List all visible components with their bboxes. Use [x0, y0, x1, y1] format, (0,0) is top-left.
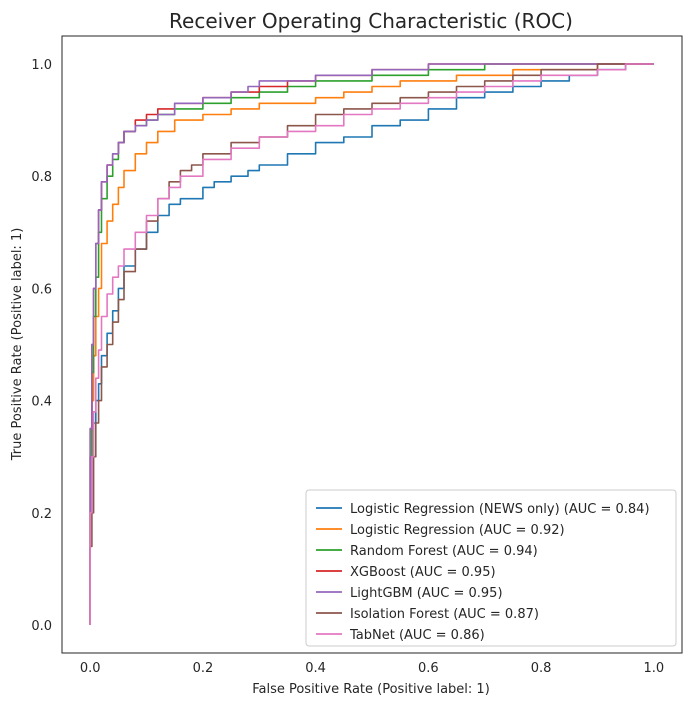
roc-curve: [89, 63, 654, 625]
y-tick-label: 0.0: [31, 619, 52, 634]
roc-curve: [89, 63, 654, 625]
legend-label: TabNet (AUC = 0.86): [349, 628, 485, 643]
y-tick-label: 0.2: [31, 507, 52, 522]
y-axis-ticks: 0.0 0.2 0.4 0.6 0.8 1.0: [31, 58, 52, 634]
legend-label: Random Forest (AUC = 0.94): [350, 544, 538, 559]
legend-label: Isolation Forest (AUC = 0.87): [350, 607, 539, 622]
legend-label: Logistic Regression (AUC = 0.92): [350, 523, 565, 538]
x-tick-label: 0.0: [80, 661, 101, 676]
x-tick-label: 1.0: [643, 661, 664, 676]
roc-curve: [89, 63, 654, 625]
legend: Logistic Regression (NEWS only) (AUC = 0…: [305, 489, 677, 647]
legend-label: XGBoost (AUC = 0.95): [350, 565, 496, 580]
x-tick-label: 0.6: [418, 661, 439, 676]
x-axis-ticks: 0.0 0.2 0.4 0.6 0.8 1.0: [80, 661, 664, 676]
legend-box: [305, 489, 677, 647]
y-tick-label: 1.0: [31, 58, 52, 73]
y-tick-label: 0.4: [31, 395, 52, 410]
x-axis-label: False Positive Rate (Positive label: 1): [252, 682, 490, 697]
y-tick-label: 0.8: [31, 170, 52, 185]
roc-curve: [89, 63, 654, 625]
y-tick-label: 0.6: [31, 282, 52, 297]
x-tick-label: 0.2: [193, 661, 214, 676]
roc-curves: [89, 63, 654, 625]
x-tick-label: 0.4: [305, 661, 326, 676]
legend-label: Logistic Regression (NEWS only) (AUC = 0…: [350, 502, 650, 517]
y-axis-label: True Positive Rate (Positive label: 1): [10, 228, 25, 462]
legend-label: LightGBM (AUC = 0.95): [350, 586, 503, 601]
roc-curve: [89, 63, 654, 625]
x-tick-label: 0.8: [531, 661, 552, 676]
chart-title: Receiver Operating Characteristic (ROC): [169, 9, 573, 33]
